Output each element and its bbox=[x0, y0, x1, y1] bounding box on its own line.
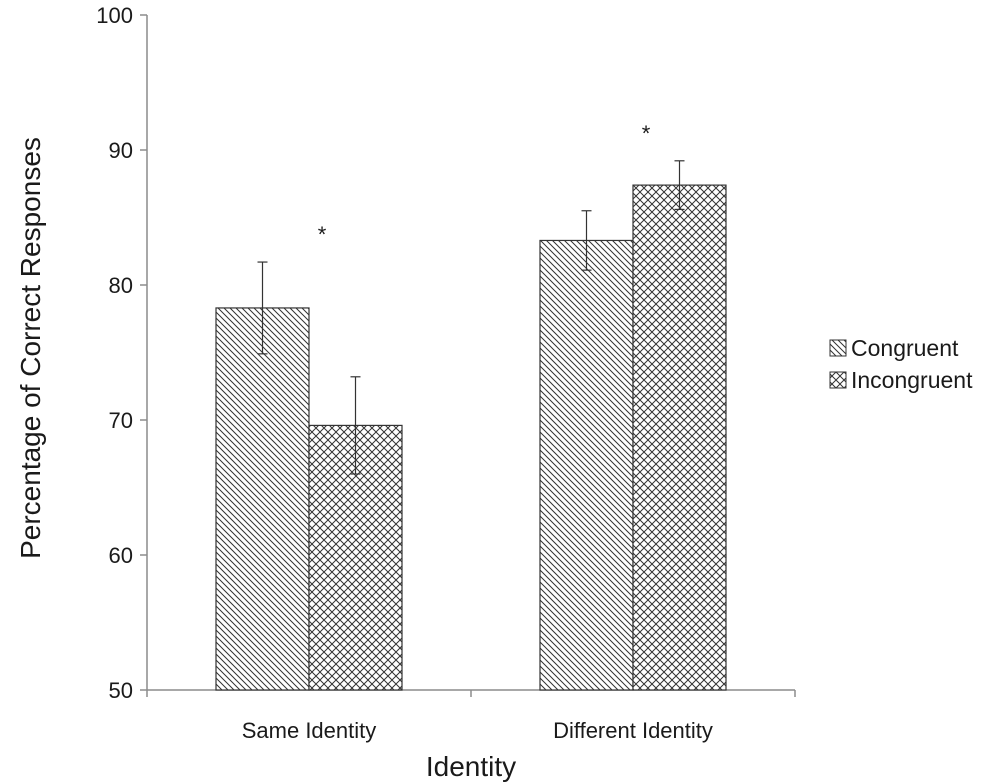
plot-area: 50 60 70 80 90 100 Same Identity Different Ide… bbox=[96, 3, 796, 743]
y-tick-label: 100 bbox=[96, 3, 133, 28]
error-bar bbox=[581, 210, 592, 271]
legend-swatch bbox=[829, 371, 847, 389]
error-bar bbox=[674, 160, 685, 210]
x-tick-label: Different Identity bbox=[553, 718, 713, 743]
y-ticks: 50 60 70 80 90 100 bbox=[96, 3, 147, 703]
x-axis-title: Identity bbox=[426, 751, 516, 782]
bar-congruent-1 bbox=[215, 307, 310, 691]
bar-congruent-2 bbox=[539, 239, 634, 691]
y-tick-label: 90 bbox=[109, 138, 133, 163]
significance-marks: ** bbox=[318, 121, 651, 247]
y-tick-label: 60 bbox=[109, 543, 133, 568]
legend: Congruent Incongruent bbox=[829, 335, 973, 393]
error-bar bbox=[257, 261, 268, 355]
legend-swatch bbox=[829, 339, 847, 357]
legend-item-incongruent: Incongruent bbox=[829, 367, 973, 393]
y-tick-label: 80 bbox=[109, 273, 133, 298]
x-ticks: Same Identity Different Identity bbox=[146, 690, 796, 743]
bar-incongruent-2 bbox=[632, 184, 727, 691]
error-bars bbox=[257, 160, 685, 475]
legend-label: Incongruent bbox=[851, 367, 973, 393]
legend-label: Congruent bbox=[851, 335, 959, 361]
bars bbox=[215, 184, 727, 691]
y-tick-label: 70 bbox=[109, 408, 133, 433]
significance-asterisk: * bbox=[318, 222, 327, 247]
y-tick-label: 50 bbox=[109, 678, 133, 703]
x-tick-label: Same Identity bbox=[242, 718, 377, 743]
y-axis-title: Percentage of Correct Responses bbox=[15, 137, 46, 559]
legend-item-congruent: Congruent bbox=[829, 335, 959, 361]
significance-asterisk: * bbox=[642, 121, 651, 146]
error-bar bbox=[350, 376, 361, 475]
